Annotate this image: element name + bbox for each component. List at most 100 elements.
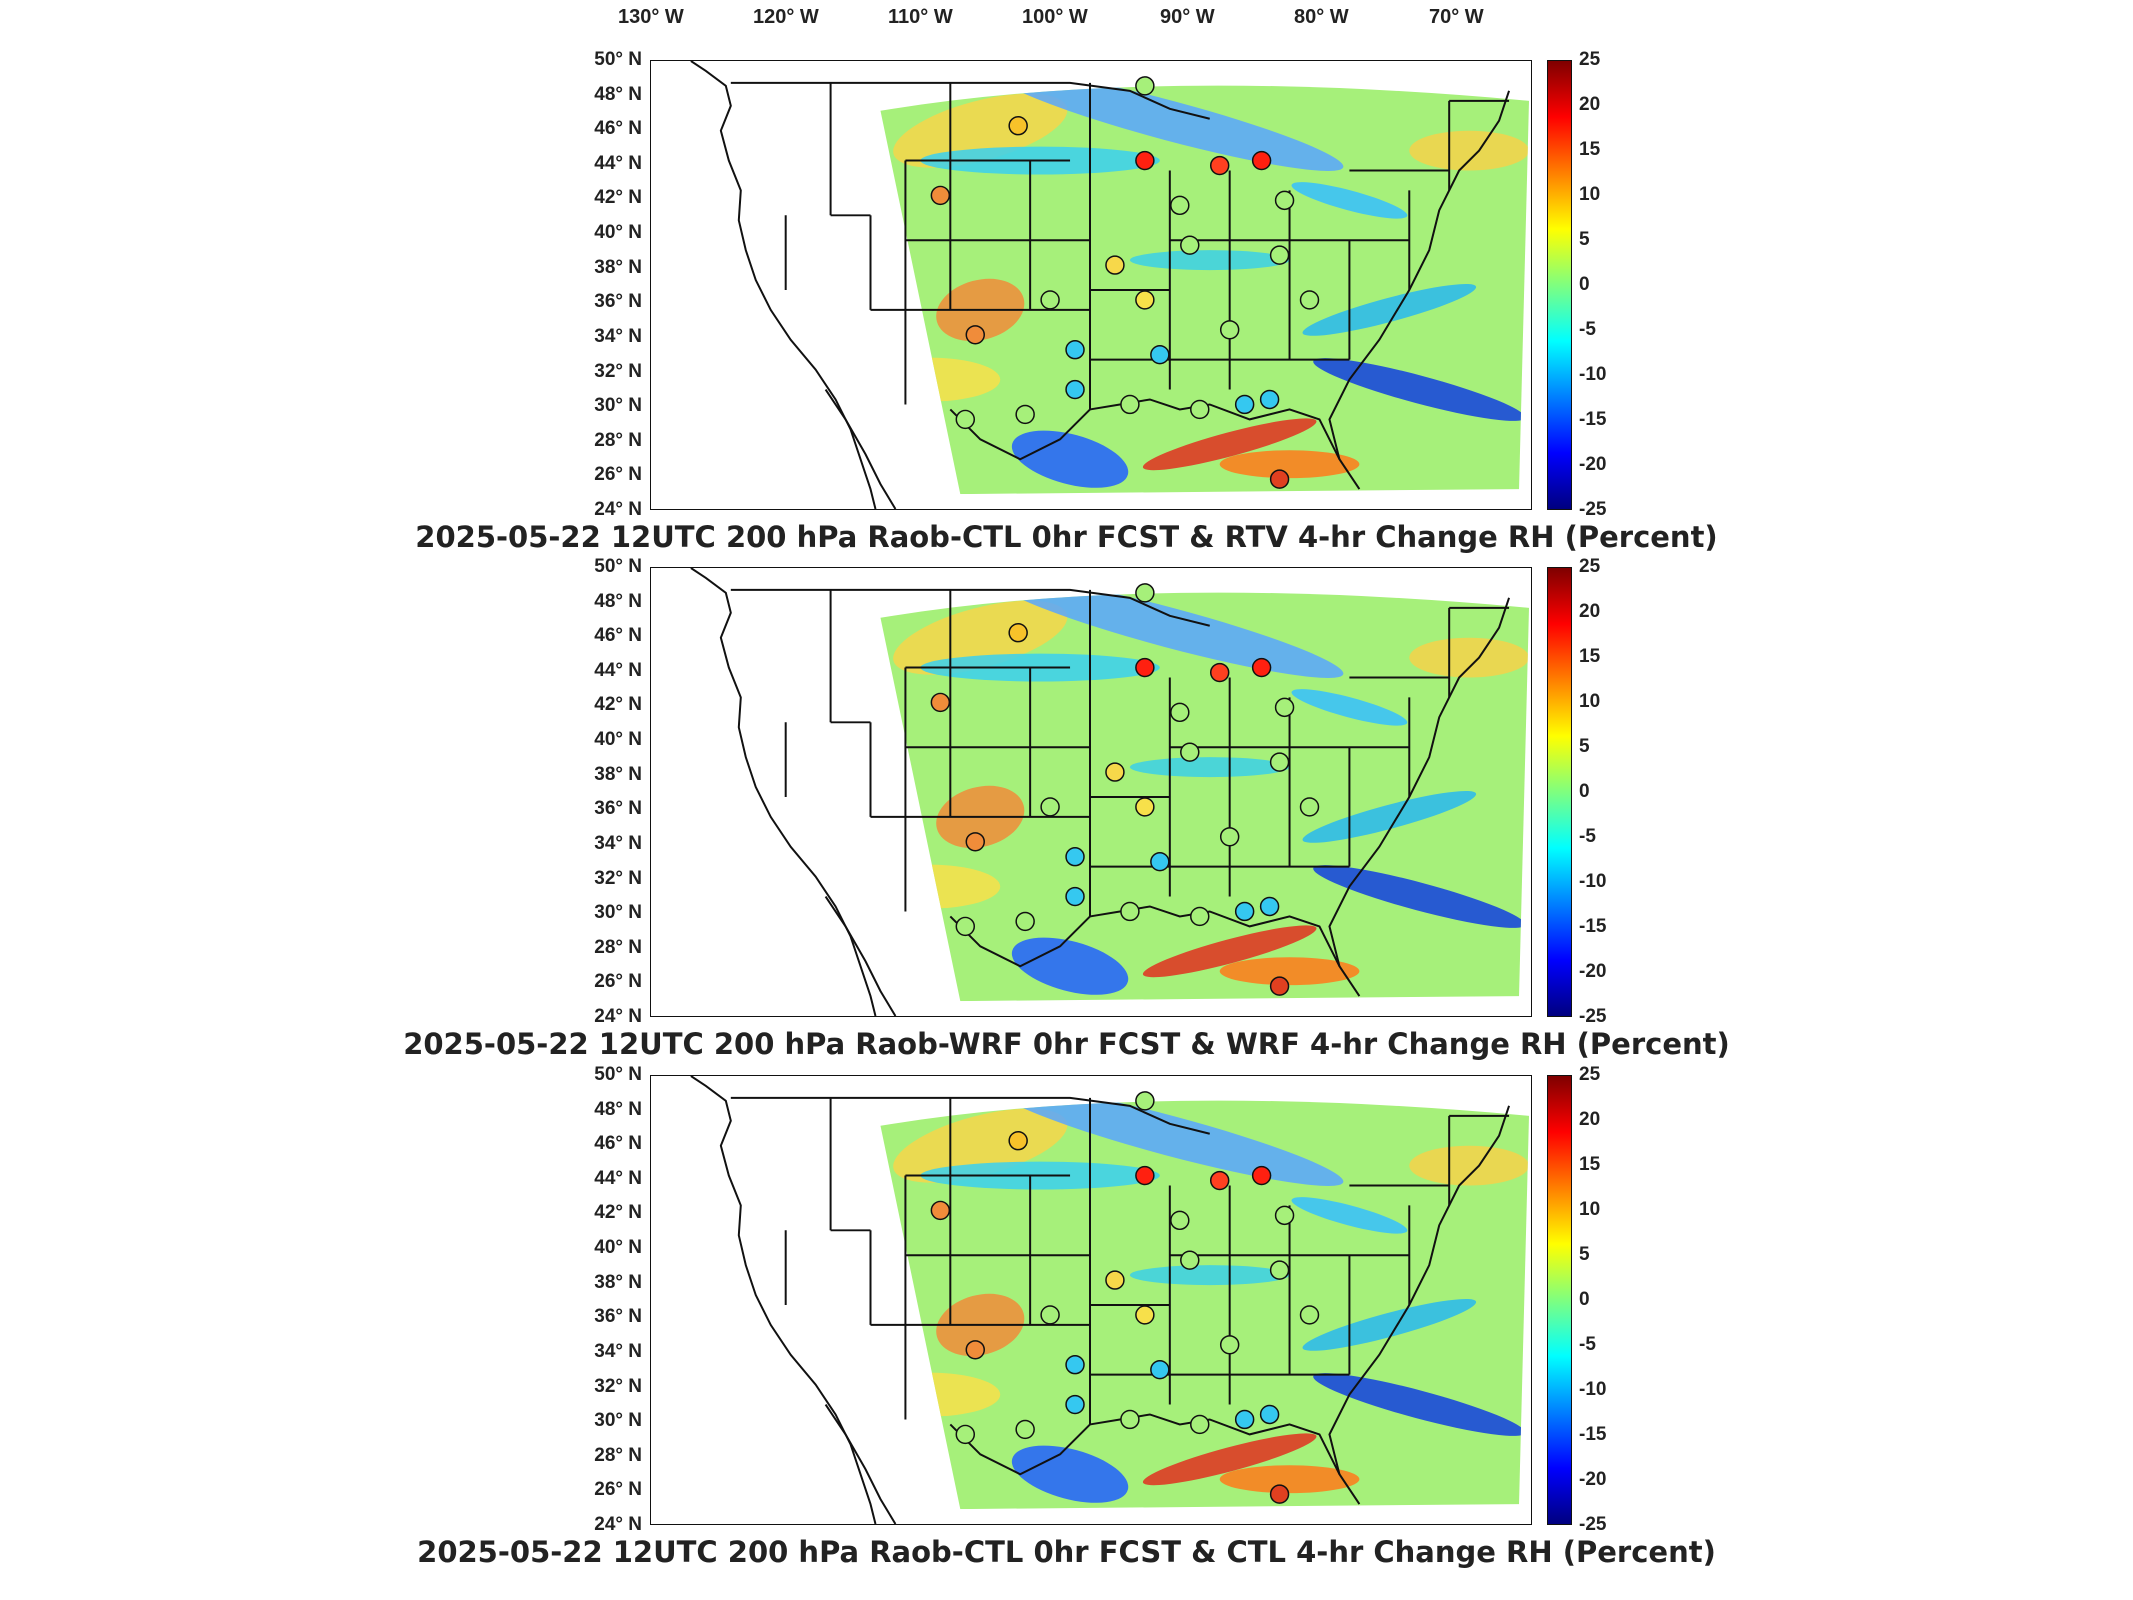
lat-label: 32° N (594, 1375, 642, 1397)
raob-station-marker (1040, 1305, 1060, 1325)
lat-label: 28° N (594, 1444, 642, 1466)
boundary-line (824, 1403, 897, 1524)
raob-station-marker (1135, 1165, 1155, 1186)
lat-label: 26° N (594, 971, 642, 993)
raob-station-marker (1299, 1305, 1320, 1325)
raob-station-marker (1040, 290, 1060, 310)
raob-station-marker (1105, 255, 1125, 275)
raob-station-marker (1259, 1404, 1280, 1425)
lat-label: 46° N (594, 1133, 642, 1155)
colorbar-tick-label: -5 (1579, 319, 1596, 340)
lat-label: 50° N (594, 556, 642, 577)
raob-station-marker (930, 692, 951, 713)
lat-label: 48° N (594, 83, 642, 105)
colorbar-tick-label: -15 (1579, 409, 1607, 430)
raob-station-marker (1190, 399, 1210, 420)
colorbar (1547, 567, 1572, 1017)
lat-label: 42° N (594, 1202, 642, 1224)
lat-label: 48° N (594, 1098, 642, 1120)
lat-label: 40° N (594, 1237, 642, 1259)
raob-station-marker (1120, 1409, 1140, 1430)
lat-label: 44° N (594, 152, 642, 174)
raob-station-marker (1190, 906, 1210, 927)
lat-label: 38° N (594, 256, 642, 278)
colorbar-tick-label: 0 (1579, 274, 1590, 295)
colorbar-tick-label: 15 (1579, 646, 1601, 667)
colorbar-tick-label: -20 (1579, 454, 1607, 475)
lat-label: 30° N (594, 395, 642, 417)
colorbar-tick-label: 5 (1579, 1244, 1590, 1265)
raob-station-marker (955, 916, 976, 937)
lat-label: 46° N (594, 625, 642, 647)
boundary-line (730, 81, 1210, 120)
raob-station-marker (1105, 762, 1125, 782)
boundary-line (949, 1423, 1091, 1476)
boundary-line (1328, 1105, 1510, 1505)
raob-station-marker (1269, 245, 1290, 265)
lon-label: 90° W (1160, 6, 1215, 28)
colorbar-tick-label: -15 (1579, 916, 1607, 937)
boundary-line (1328, 597, 1510, 997)
lat-label: 36° N (594, 798, 642, 820)
colorbar-tick-label: -25 (1579, 1514, 1607, 1535)
colorbar-tick-label: 0 (1579, 1289, 1590, 1310)
raob-station-marker (1274, 190, 1295, 211)
lat-label: 50° N (594, 1064, 642, 1085)
raob-station-marker (1008, 116, 1028, 136)
raob-station-marker (1209, 662, 1230, 683)
lon-label: 70° W (1429, 6, 1484, 28)
colorbar-tick-label: -25 (1579, 499, 1607, 520)
rh-map (690, 1076, 1530, 1524)
boundary-line (690, 61, 877, 509)
rh-map (690, 61, 1530, 509)
raob-station-marker (1135, 797, 1155, 817)
boundary-line (949, 915, 1091, 968)
raob-station-marker (1299, 797, 1320, 817)
lat-label: 44° N (594, 1167, 642, 1189)
colorbar-tick-label: 10 (1579, 691, 1601, 712)
lat-label: 32° N (594, 360, 642, 382)
raob-station-marker (1170, 702, 1190, 723)
raob-station-marker (1170, 195, 1190, 216)
raob-station-marker (1180, 742, 1200, 762)
lat-label: 28° N (594, 936, 642, 958)
raob-station-marker (1219, 827, 1240, 847)
colorbar-tick-label: -5 (1579, 1334, 1596, 1355)
raob-station-marker (1015, 1419, 1035, 1440)
lat-label: 50° N (594, 49, 642, 70)
colorbar-tick-label: -10 (1579, 1379, 1607, 1400)
colorbar-tick-label: 15 (1579, 139, 1601, 160)
lat-label: 46° N (594, 118, 642, 140)
lat-label: 24° N (594, 1514, 642, 1535)
colorbar-tick-label: 10 (1579, 184, 1601, 205)
rh-map (690, 568, 1530, 1016)
raob-station-marker (1219, 1335, 1240, 1355)
boundary-line (1328, 90, 1510, 490)
colorbar-tick-label: 5 (1579, 736, 1590, 757)
raob-station-marker (1209, 1170, 1230, 1191)
boundary-line (824, 895, 897, 1016)
colorbar-tick-label: -10 (1579, 364, 1607, 385)
lat-label: 24° N (594, 1006, 642, 1027)
boundary-line (730, 588, 1210, 627)
raob-station-marker (1251, 657, 1272, 678)
colorbar-tick-label: -25 (1579, 1006, 1607, 1027)
colorbar-tick-label: -20 (1579, 961, 1607, 982)
lat-label: 42° N (594, 187, 642, 209)
raob-station-marker (930, 185, 951, 206)
colorbar-tick-label: 0 (1579, 781, 1590, 802)
raob-station-marker (1180, 1250, 1200, 1270)
lat-label: 38° N (594, 1271, 642, 1293)
lat-label: 36° N (594, 1306, 642, 1328)
colorbar-tick-label: 20 (1579, 601, 1601, 622)
lon-label: 120° W (753, 6, 819, 28)
lat-label: 40° N (594, 729, 642, 751)
raob-station-marker (1135, 150, 1155, 171)
raob-station-marker (1234, 901, 1255, 922)
raob-station-marker (965, 832, 985, 852)
lon-label: 130° W (618, 6, 684, 28)
lat-label: 26° N (594, 464, 642, 486)
map-frame (650, 60, 1532, 510)
raob-station-marker (955, 1424, 976, 1445)
colorbar-tick-label: -20 (1579, 1469, 1607, 1490)
